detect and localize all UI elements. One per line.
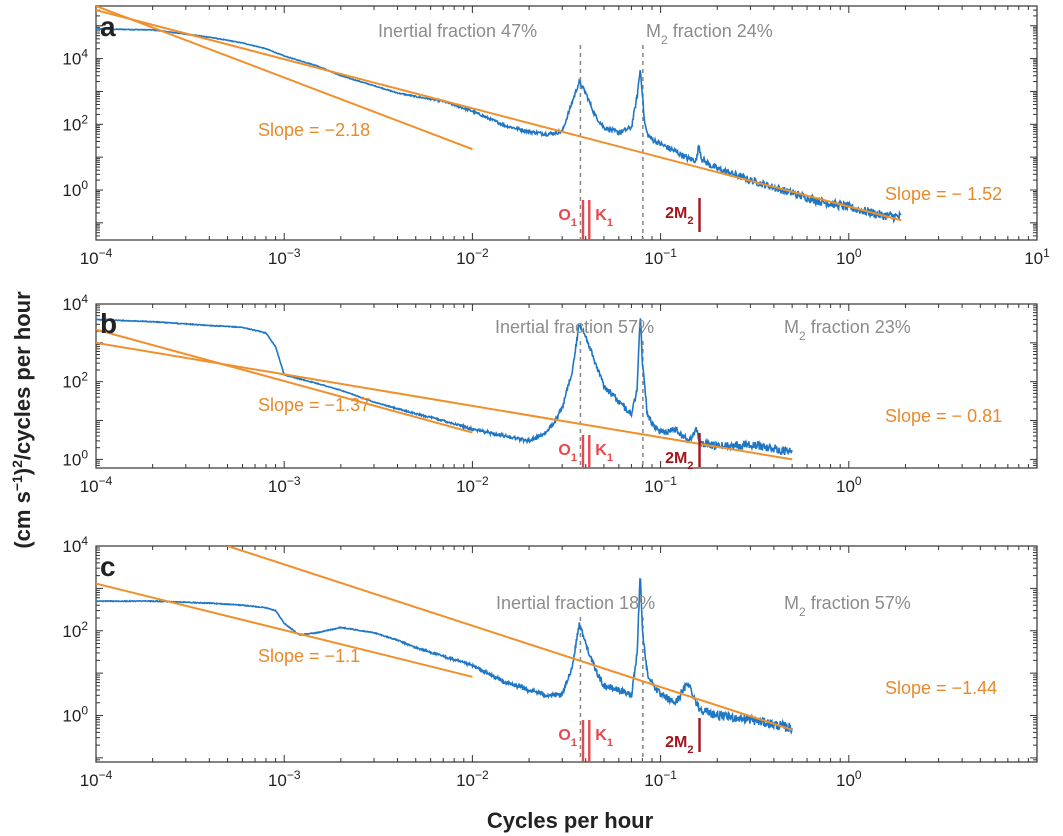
x-axis-title: Cycles per hour xyxy=(487,808,654,833)
y-tick-label: 100 xyxy=(62,178,88,200)
spectrum-line xyxy=(96,27,902,224)
panel-a: 10−4 10−3 10−2 10−1 100 101 100 102 104 O1 K1 2M2 In… xyxy=(62,5,1050,268)
two-m2-label: 2M2 xyxy=(665,205,693,227)
x-tick-label: 10−2 xyxy=(456,246,489,268)
x-tick-label: 100 xyxy=(836,768,862,790)
plot-area xyxy=(96,546,793,762)
panel-b: 10−4 10−3 10−2 10−1 100 100 102 104 O1 K1 2M2 Inert… xyxy=(62,292,1038,496)
y-tick-label: 100 xyxy=(62,704,88,726)
spectrum-line xyxy=(96,577,793,736)
slope-label-full: Slope = − 0.81 xyxy=(885,406,1002,426)
low-frequency-fit-line xyxy=(96,328,473,434)
x-tick-label: 10−3 xyxy=(268,768,301,790)
inertial-fraction-label: Inertial fraction 18% xyxy=(496,593,655,613)
slope-label-full: Slope = −1.44 xyxy=(885,678,997,698)
two-m2-label: 2M2 xyxy=(665,450,693,472)
x-tick-label: 101 xyxy=(1024,246,1050,268)
o1-label: O1 xyxy=(558,442,577,464)
x-tick-label: 10−1 xyxy=(644,474,677,496)
y-tick-label: 102 xyxy=(62,112,88,134)
slope-label-low: Slope = −1.1 xyxy=(258,646,360,666)
x-tick-label: 10−2 xyxy=(456,768,489,790)
low-frequency-fit-line xyxy=(96,6,473,151)
x-tick-label: 10−4 xyxy=(80,474,113,496)
k1-label: K1 xyxy=(595,442,613,464)
x-tick-label: 100 xyxy=(836,474,862,496)
o1-label: O1 xyxy=(558,207,577,229)
low-frequency-fit-line xyxy=(96,582,473,678)
m2-fraction-label: M2 fraction 23% xyxy=(784,317,911,343)
y-tick-label: 104 xyxy=(62,534,88,556)
plot-frame xyxy=(95,303,1038,469)
o1-label: O1 xyxy=(558,727,577,749)
full-range-fit-line xyxy=(96,341,793,461)
panel-c: 10−4 10−3 10−2 10−1 100 100 102 104 O1 K1 2M2 Inert… xyxy=(62,534,1038,790)
slope-label-low: Slope = −2.18 xyxy=(258,120,370,140)
full-range-fit-line xyxy=(96,9,902,222)
x-tick-label: 10−4 xyxy=(80,768,113,790)
panel-letter: c xyxy=(100,551,116,582)
y-axis-title: (cm s−1)2/cycles per hour xyxy=(9,291,35,549)
x-tick-label: 10−4 xyxy=(80,246,113,268)
y-tick-label: 104 xyxy=(62,47,88,69)
x-tick-label: 10−3 xyxy=(268,246,301,268)
plot-area xyxy=(96,318,793,468)
inertial-fraction-label: Inertial fraction 47% xyxy=(378,21,537,41)
x-tick-label: 10−3 xyxy=(268,474,301,496)
plot-frame xyxy=(95,545,1038,763)
panels-group: 10−4 10−3 10−2 10−1 100 101 100 102 104 O1 K1 2M2 In… xyxy=(62,5,1050,790)
panel-letter: a xyxy=(100,11,116,42)
full-range-fit-line xyxy=(227,546,793,731)
plot-area xyxy=(96,6,902,240)
k1-label: K1 xyxy=(595,727,613,749)
x-tick-label: 100 xyxy=(836,246,862,268)
plot-frame xyxy=(95,5,1038,241)
k1-label: K1 xyxy=(595,207,613,229)
x-tick-label: 10−2 xyxy=(456,474,489,496)
inertial-fraction-label: Inertial fraction 57% xyxy=(495,317,654,337)
spectrum-line xyxy=(96,318,793,456)
two-m2-label: 2M2 xyxy=(665,734,693,756)
panel-letter: b xyxy=(100,308,117,339)
y-tick-label: 100 xyxy=(62,447,88,469)
slope-label-low: Slope = −1.37 xyxy=(258,395,370,415)
x-tick-label: 10−1 xyxy=(644,246,677,268)
m2-fraction-label: M2 fraction 24% xyxy=(646,21,773,47)
x-tick-label: 10−1 xyxy=(644,768,677,790)
y-tick-label: 102 xyxy=(62,619,88,641)
y-tick-label: 102 xyxy=(62,370,88,392)
y-tick-label: 104 xyxy=(62,292,88,314)
m2-fraction-label: M2 fraction 57% xyxy=(784,593,911,619)
slope-label-full: Slope = − 1.52 xyxy=(885,184,1002,204)
